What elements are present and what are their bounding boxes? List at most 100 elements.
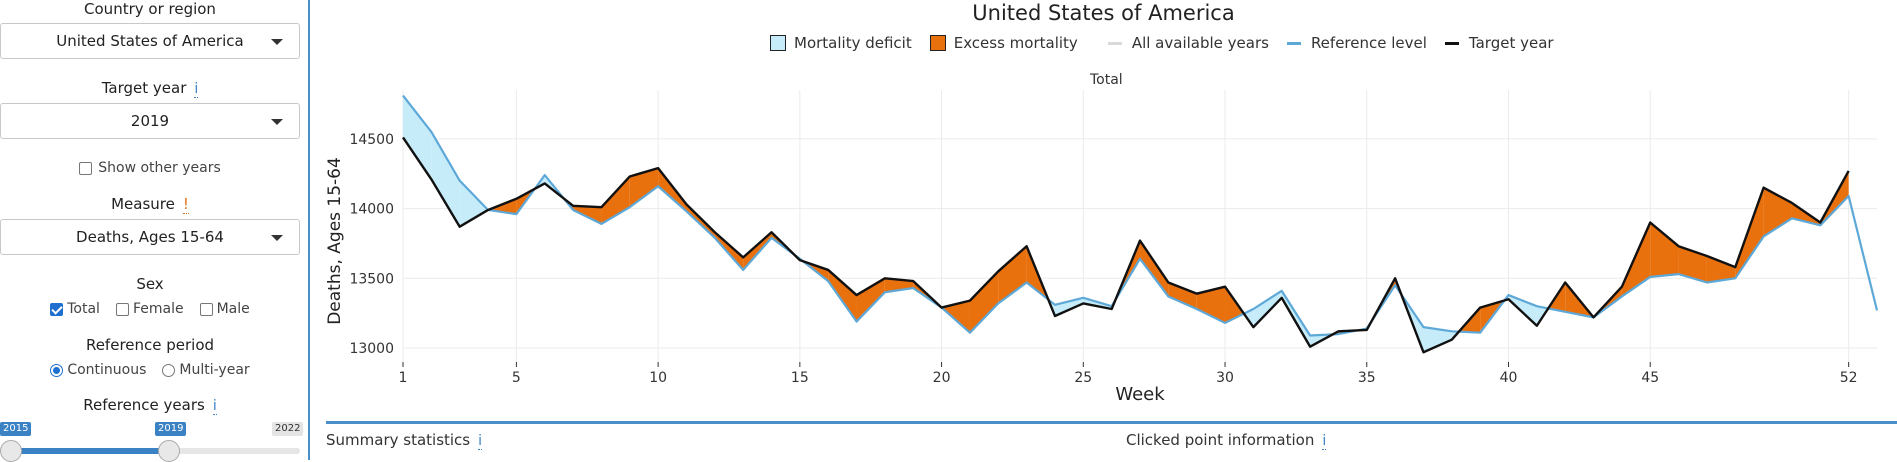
excess-mortality-area [1548, 282, 1566, 312]
legend-item-mortality-deficit[interactable]: Mortality deficit [770, 34, 912, 52]
show-other-years-label: Show other years [98, 160, 221, 176]
excess-mortality-area [1395, 278, 1402, 295]
summary-statistics-label: Summary statistics i [326, 431, 483, 450]
legend-line-target [1444, 41, 1459, 45]
info-icon[interactable]: i [478, 433, 483, 450]
warning-icon[interactable]: ! [182, 195, 189, 214]
x-tick-label: 52 [1840, 370, 1858, 386]
sex-total-label: Total [67, 301, 100, 317]
excess-mortality-area [1820, 170, 1849, 226]
country-select-value: United States of America [56, 32, 244, 50]
legend-item-target-year[interactable]: Target year [1444, 34, 1554, 52]
info-icon[interactable]: i [1322, 433, 1327, 450]
mortality-deficit-area [1401, 294, 1424, 353]
target-year-select[interactable]: 2019 [0, 103, 300, 139]
show-other-years-row[interactable]: Show other years [0, 160, 300, 176]
excess-mortality-area [686, 204, 715, 238]
mortality-deficit-area [1048, 299, 1055, 316]
legend-item-reference-level[interactable]: Reference level [1286, 34, 1427, 52]
legend-label: Excess mortality [953, 34, 1078, 52]
excess-mortality-area [969, 271, 999, 333]
x-tick-label: 15 [791, 370, 809, 386]
country-label: Country or region [84, 0, 216, 18]
reference-continuous-radio[interactable] [50, 363, 64, 377]
excess-mortality-area [1763, 187, 1792, 237]
mortality-deficit-area [403, 95, 432, 180]
reference-period-options: Continuous Multi-year [0, 362, 300, 378]
excess-mortality-area [629, 168, 659, 208]
excess-mortality-area [802, 261, 829, 282]
chevron-down-icon [271, 39, 283, 45]
reference-level-line [402, 94, 1879, 337]
mortality-deficit-area [1253, 290, 1282, 328]
excess-mortality-area [998, 246, 1027, 304]
excess-mortality-area [1678, 246, 1707, 283]
measure-select[interactable]: Deaths, Ages 15-64 [0, 219, 300, 255]
sex-male-checkbox[interactable] [199, 302, 213, 316]
info-icon[interactable]: i [194, 81, 199, 98]
excess-mortality-area [1650, 222, 1679, 277]
excess-mortality-area [1458, 307, 1481, 333]
y-tick-label: 13000 [349, 341, 394, 357]
excess-mortality-area [743, 232, 772, 270]
country-select[interactable]: United States of America [0, 23, 300, 59]
reference-continuous-label: Continuous [67, 362, 147, 378]
sex-total-checkbox[interactable] [50, 302, 64, 316]
mortality-deficit-area [1451, 331, 1459, 340]
mortality-deficit-area [1504, 295, 1509, 301]
reference-years-label: Reference years i [83, 396, 217, 415]
excess-mortality-area [1706, 255, 1736, 283]
legend-item-all-years[interactable]: All available years [1107, 34, 1269, 52]
sidebar: Country or region United States of Ameri… [0, 0, 310, 462]
x-tick-label: 10 [649, 370, 667, 386]
x-axis-label: Week [1115, 384, 1165, 405]
sex-female-checkbox[interactable] [115, 302, 129, 316]
reference-multiyear-radio[interactable] [162, 363, 176, 377]
legend-label: All available years [1131, 34, 1269, 52]
excess-mortality-area [1196, 286, 1226, 323]
mortality-deficit-area [1111, 299, 1116, 309]
mortality-deficit-area [799, 258, 803, 262]
excess-mortality-area [563, 198, 574, 210]
excess-mortality-area [941, 300, 970, 333]
target-year-label: Target year i [101, 79, 199, 98]
x-tick-label: 30 [1216, 370, 1234, 386]
legend-line-all-years [1107, 41, 1122, 45]
excess-mortality-area [658, 168, 687, 212]
excess-mortality-area [488, 198, 517, 215]
sex-female-label: Female [132, 301, 184, 317]
excess-mortality-area [913, 281, 942, 308]
reference-years-max-label: 2022 [272, 422, 304, 436]
reference-years-start-handle[interactable] [0, 440, 22, 462]
legend-item-excess-mortality[interactable]: Excess mortality [929, 34, 1078, 52]
mortality-deficit-area [544, 175, 564, 199]
x-tick-label: 35 [1358, 370, 1376, 386]
chart-title: United States of America [972, 1, 1235, 25]
legend-label: Mortality deficit [794, 34, 912, 52]
mortality-deficit-area [794, 254, 800, 261]
mortality-deficit-area [431, 131, 460, 227]
excess-mortality-area [1593, 286, 1622, 318]
mortality-deficit-area [1536, 306, 1549, 326]
excess-mortality-area [516, 188, 535, 215]
excess-mortality-area [828, 269, 857, 322]
reference-multiyear-label: Multi-year [179, 362, 250, 378]
excess-mortality-area [1565, 282, 1594, 318]
excess-mortality-area [1026, 246, 1049, 300]
mortality-deficit-area [1083, 297, 1112, 309]
show-other-years-checkbox[interactable] [79, 161, 93, 175]
mortality-deficit-area [1310, 334, 1333, 347]
y-axis-label: Deaths, Ages 15-64 [325, 157, 345, 325]
excess-mortality-area [1225, 286, 1244, 323]
x-tick-label: 25 [1074, 370, 1092, 386]
excess-mortality-area [1371, 278, 1396, 322]
excess-mortality-area [1735, 187, 1764, 279]
info-icon[interactable]: i [212, 398, 217, 415]
reference-years-end-handle[interactable] [158, 440, 180, 462]
measure-label: Measure! [111, 195, 189, 214]
mortality-deficit-area [1357, 328, 1367, 331]
mortality-deficit-area [1423, 327, 1452, 353]
excess-mortality-area [1791, 202, 1821, 226]
target-year-select-value: 2019 [130, 112, 170, 130]
x-tick-label: 5 [512, 370, 521, 386]
